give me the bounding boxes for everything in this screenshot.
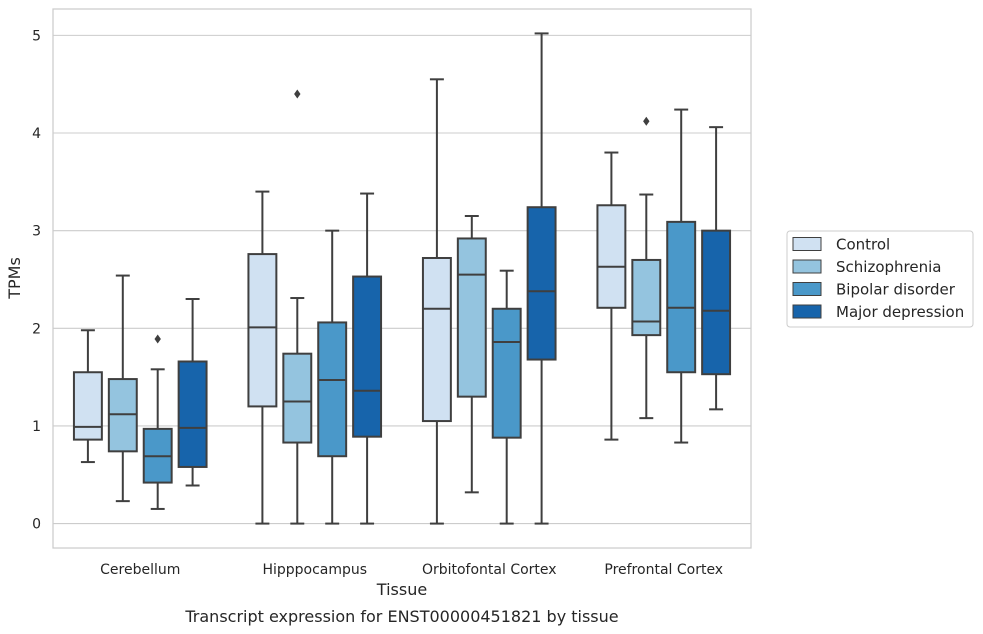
box-3-2 [526,32,557,525]
legend-swatch [792,282,822,296]
y-tick-label: 5 [32,28,41,44]
box-0-3 [596,151,627,441]
y-tick-labels: 0 1 2 3 4 5 [32,28,41,532]
legend-label: Schizophrenia [836,258,941,276]
y-tick-label: 2 [32,321,41,337]
box-0-1 [247,190,278,525]
box-iqr [631,258,662,337]
legend-label: Major depression [836,303,964,321]
x-tick-label: Cerebellum [100,562,180,578]
y-tick-label: 4 [32,126,41,142]
box-2-2 [491,269,522,525]
y-tick-label: 3 [32,224,41,240]
box-iqr [701,229,732,376]
outlier-point [154,334,161,344]
box-0-0 [72,329,103,464]
legend-label: Bipolar disorder [836,281,956,299]
plot-frame [52,8,752,549]
box-2-1 [317,229,348,525]
box-iqr [317,321,348,458]
y-tick-label: 1 [32,419,41,435]
x-tick-label: Hipppocampus [262,562,367,578]
legend-frame [786,230,974,328]
outlier-point [294,89,301,99]
box-iqr [177,360,208,468]
box-0-2 [421,78,452,525]
box-3-3 [701,126,732,411]
legend-swatch [792,259,822,274]
outlier-point [643,116,650,126]
box-iqr [456,237,487,398]
box-1-2 [456,215,487,494]
y-axis-label: TPMs [5,257,24,300]
box-iqr [72,371,103,441]
box-iqr [491,307,522,439]
legend-swatch [792,304,822,319]
box-1-1 [282,89,313,525]
box-1-0 [107,274,138,503]
legend: Control Schizophrenia Bipolar disorder Majo… [786,230,974,328]
box-3-1 [352,192,383,525]
x-tick-label: Orbitofontal Cortex [422,562,557,578]
box-iqr [526,206,557,361]
legend-swatch [792,237,822,251]
box-2-0 [142,334,173,510]
legend-label: Control [836,236,890,254]
box-iqr [282,352,313,444]
grid-lines [53,34,751,525]
box-iqr [247,253,278,408]
y-tick-label: 0 [32,517,41,533]
box-iqr [666,220,697,374]
box-3-0 [177,298,208,487]
chart-caption: Transcript expression for ENST0000045182… [184,607,618,626]
x-tick-labels: Cerebellum Hipppocampus Orbitofontal Corte… [100,562,723,578]
box-iqr [352,275,383,438]
x-tick-label: Prefrontal Cortex [604,562,723,578]
box-2-3 [666,108,697,444]
box-iqr [421,256,452,423]
x-axis-label: Tissue [376,580,427,599]
boxes [72,32,732,525]
box-1-3 [631,116,662,420]
box-iqr [596,204,627,309]
